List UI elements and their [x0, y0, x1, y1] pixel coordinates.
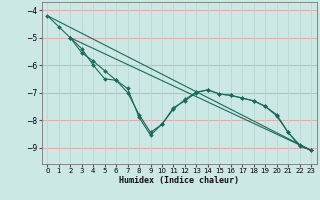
X-axis label: Humidex (Indice chaleur): Humidex (Indice chaleur) [119, 176, 239, 185]
